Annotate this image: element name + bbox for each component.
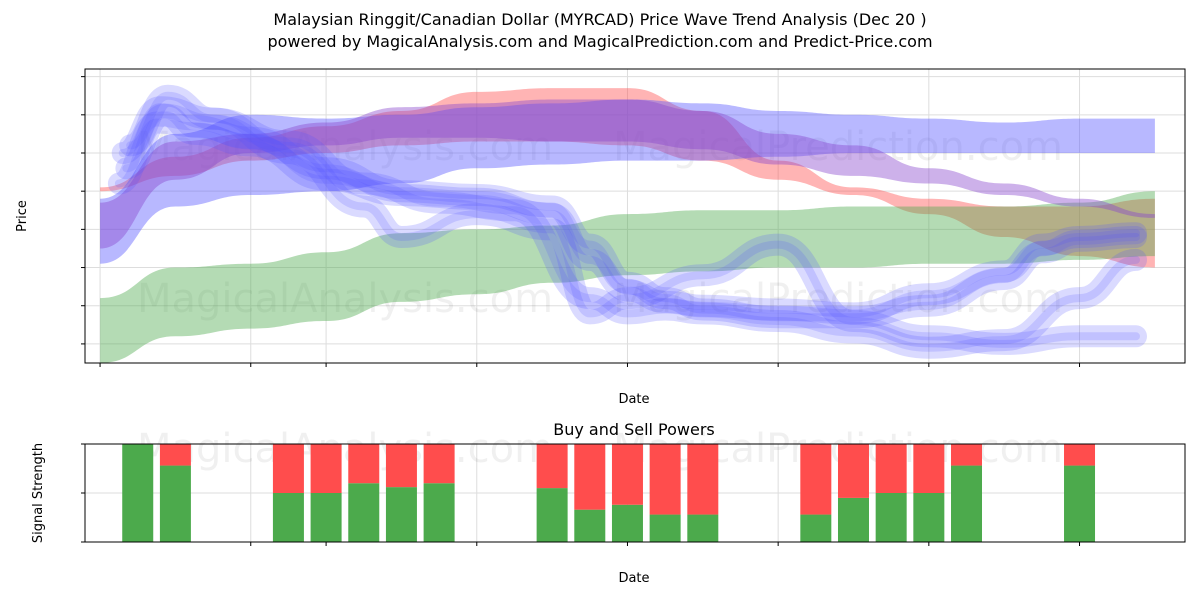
price-y-ticks — [81, 76, 85, 345]
buy-bar — [800, 514, 832, 542]
sell-bar — [837, 444, 869, 498]
buy-bar — [536, 488, 568, 542]
watermark-analysis-mid: MagicalAnalysis.com — [137, 276, 553, 322]
sell-bar — [159, 444, 191, 466]
price-band-blue — [100, 99, 1155, 264]
buy-bar — [385, 487, 417, 542]
sell-bar — [875, 444, 907, 493]
buy-bar — [348, 483, 380, 542]
price-series — [100, 84, 1155, 363]
buy-bar — [272, 493, 304, 542]
sell-bar — [310, 444, 342, 493]
price-wave-line — [115, 103, 1147, 325]
watermark-prediction-top: MagicalPrediction.com — [613, 124, 1063, 170]
sell-bar — [687, 444, 719, 515]
price-band-green — [100, 191, 1155, 363]
sell-bar — [272, 444, 304, 493]
price-chart-panel: MagicalAnalysis.com MagicalPrediction.co… — [15, 68, 1186, 407]
sell-bar — [348, 444, 380, 484]
signal-x-ticks — [250, 542, 1081, 546]
figure-title-line2: powered by MagicalAnalysis.com and Magic… — [267, 32, 932, 51]
signal-y-label: Signal Strength — [31, 443, 46, 543]
sell-bar — [423, 444, 455, 484]
sell-bar — [385, 444, 417, 488]
signal-bars — [122, 444, 1096, 542]
signal-title: Buy and Sell Powers — [553, 420, 715, 439]
figure-title-line1: Malaysian Ringgit/Canadian Dollar (MYRCA… — [273, 10, 926, 29]
buy-bar — [574, 509, 606, 542]
price-wave-core — [126, 91, 1140, 352]
sell-bar — [649, 444, 681, 515]
buy-bar — [837, 497, 869, 542]
sell-bar — [800, 444, 832, 515]
sell-bar — [1064, 444, 1096, 466]
price-band-red — [100, 88, 1155, 268]
price-x-ticks — [99, 363, 1081, 367]
price-band-purple — [100, 99, 1155, 249]
signal-y-ticks — [81, 443, 85, 543]
sell-bar — [536, 444, 568, 489]
price-wave-core — [118, 103, 1140, 348]
buy-bar — [423, 483, 455, 542]
buy-bar — [611, 504, 643, 542]
price-wave-line — [107, 111, 1147, 329]
signal-chart-panel: Buy and Sell Powers MagicalAnalysis.com … — [31, 420, 1186, 586]
price-wave-line — [119, 84, 1147, 359]
buy-bar — [1064, 465, 1096, 542]
price-grid — [85, 69, 1185, 363]
price-x-label: Date — [618, 392, 649, 407]
price-plot-frame — [84, 68, 1186, 364]
buy-bar — [122, 444, 154, 542]
buy-bar — [159, 465, 191, 542]
watermark-prediction-mid: MagicalPrediction.com — [613, 276, 1063, 322]
sell-bar — [574, 444, 606, 510]
buy-bar — [687, 514, 719, 542]
price-wave-line — [111, 96, 1147, 355]
watermark-analysis-low: MagicalAnalysis.com — [137, 426, 553, 472]
sell-bar — [611, 444, 643, 505]
buy-bar — [649, 514, 681, 542]
buy-bar — [875, 493, 907, 542]
signal-x-label: Date — [618, 571, 649, 586]
sell-bar — [951, 444, 983, 466]
buy-bar — [310, 493, 342, 542]
price-y-label: Price — [15, 200, 30, 232]
price-wave-core — [122, 110, 1140, 318]
watermark-analysis-top: MagicalAnalysis.com — [137, 124, 553, 170]
price-wave-core — [114, 118, 1140, 322]
sell-bar — [913, 444, 945, 493]
buy-bar — [951, 465, 983, 542]
buy-bar — [913, 493, 945, 542]
